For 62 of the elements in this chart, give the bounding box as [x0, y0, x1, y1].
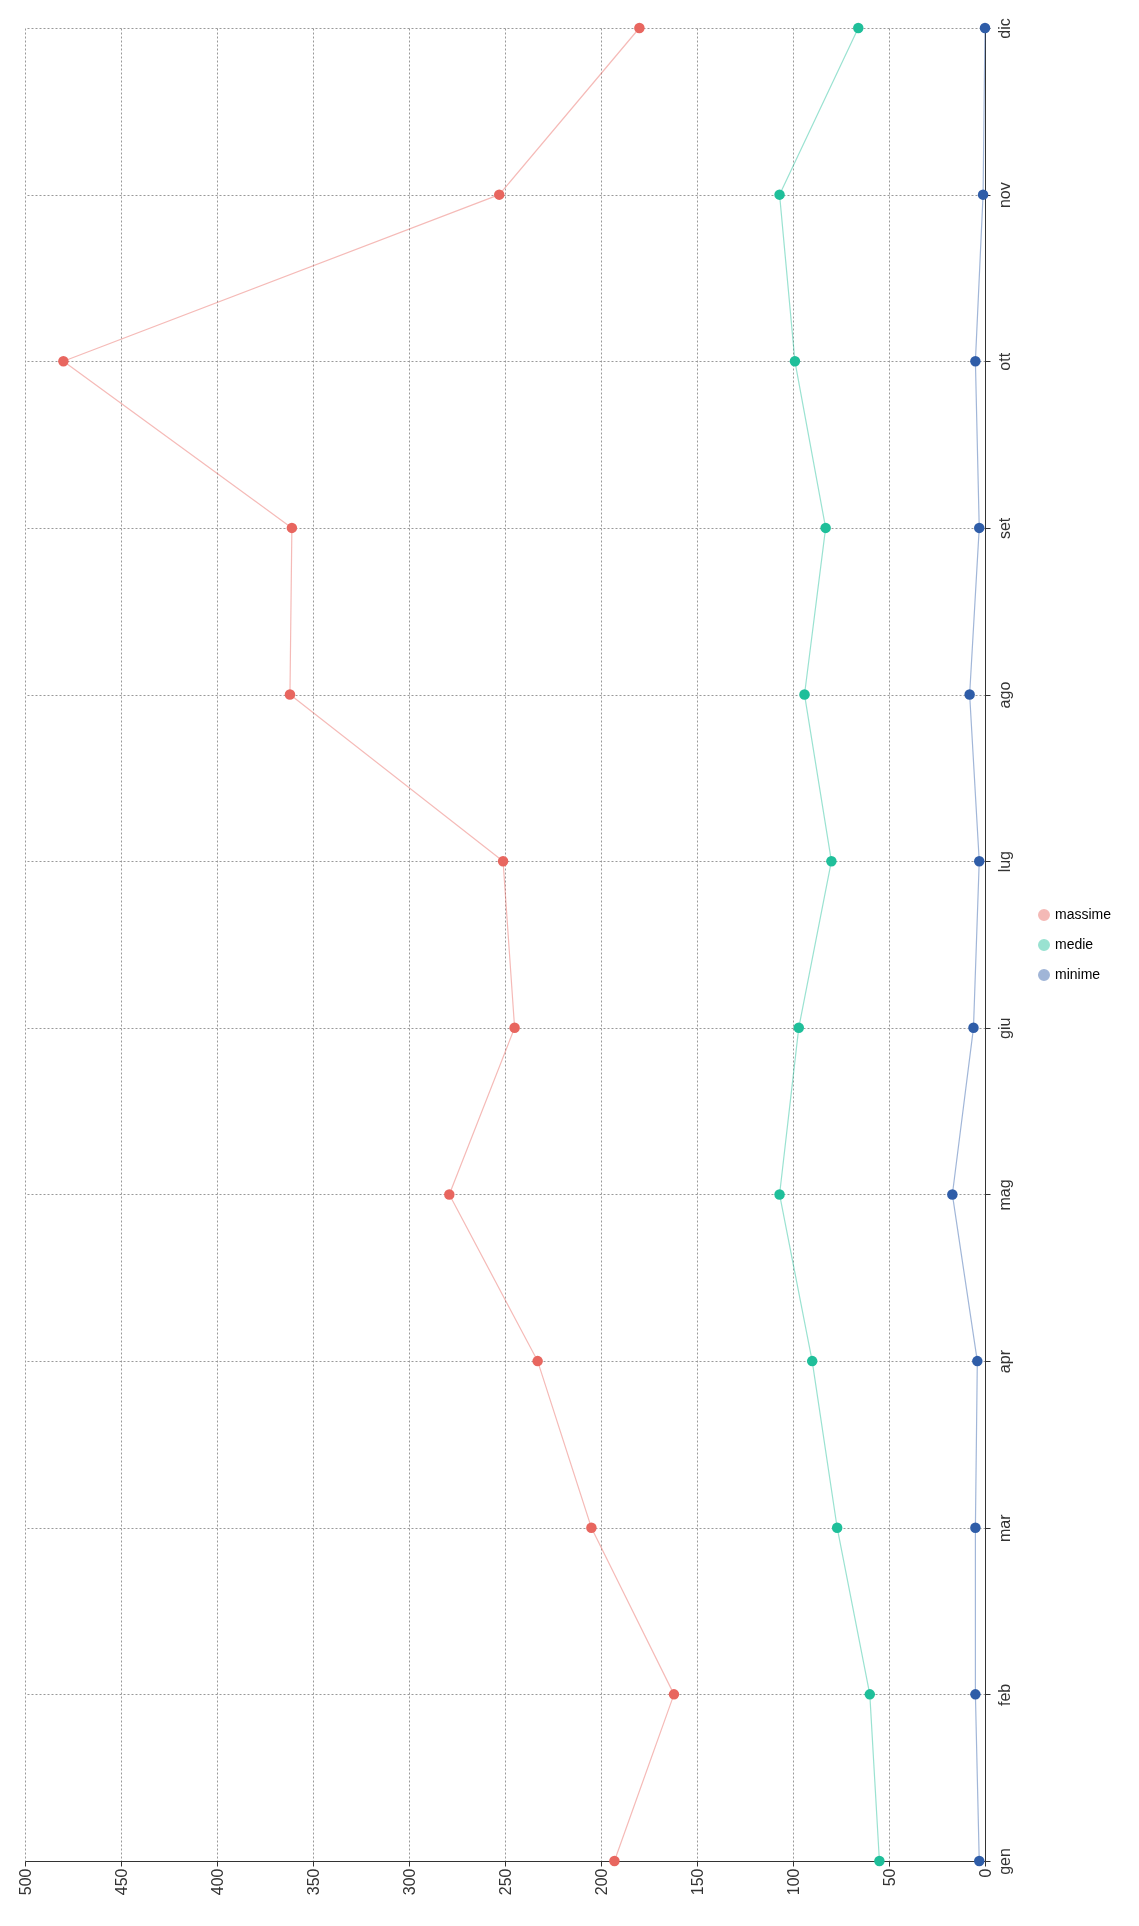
y-tick-label: nov	[995, 182, 1013, 209]
point	[968, 1022, 979, 1034]
point	[974, 855, 985, 867]
point	[286, 522, 298, 534]
point	[494, 189, 505, 200]
point	[806, 1355, 818, 1367]
y-tick-label: apr	[995, 1349, 1013, 1374]
point	[970, 356, 981, 367]
point	[774, 1189, 785, 1200]
x-tick-label: 450	[112, 1868, 130, 1896]
x-tick-label: 50	[880, 1868, 898, 1887]
point	[793, 1022, 804, 1034]
point	[509, 1022, 520, 1034]
x-tick-label: 100	[784, 1868, 802, 1896]
x-tick-label: 150	[688, 1868, 706, 1896]
legend-label: minime	[1055, 966, 1101, 982]
point	[977, 189, 989, 200]
point	[972, 1355, 983, 1367]
x-tick-label: 200	[592, 1868, 610, 1896]
y-tick-label: feb	[995, 1683, 1013, 1706]
point	[853, 22, 864, 34]
x-tick-label: 250	[496, 1868, 514, 1896]
point	[668, 1689, 680, 1700]
point	[609, 1855, 620, 1867]
point	[58, 356, 69, 367]
y-tick-label: giu	[995, 1017, 1013, 1039]
point	[974, 522, 985, 534]
point	[970, 1522, 981, 1533]
point	[820, 522, 831, 534]
point	[586, 1522, 597, 1533]
x-tick-label: 400	[208, 1868, 226, 1896]
x-tick-label: 300	[400, 1868, 418, 1896]
point	[979, 22, 991, 34]
point	[799, 689, 810, 700]
x-tick-label: 350	[304, 1868, 322, 1896]
y-tick-label: set	[995, 517, 1013, 540]
x-tick-label: 0	[976, 1868, 994, 1878]
point	[964, 689, 975, 700]
point	[974, 1855, 985, 1867]
y-tick-label: mag	[995, 1179, 1013, 1211]
point	[789, 356, 801, 367]
point	[874, 1855, 885, 1867]
point	[970, 1689, 981, 1700]
y-tick-label: dic	[995, 18, 1013, 39]
point	[532, 1355, 543, 1367]
point	[831, 1522, 843, 1533]
x-tick-label: 500	[16, 1868, 34, 1896]
point	[497, 855, 509, 867]
point	[444, 1189, 455, 1200]
y-tick-label: mar	[995, 1513, 1013, 1543]
y-tick-label: lug	[995, 851, 1013, 873]
legend-label: massime	[1055, 906, 1112, 922]
point	[947, 1189, 958, 1200]
point	[826, 855, 837, 867]
point	[774, 189, 785, 200]
point	[634, 22, 645, 34]
legend-label: medie	[1055, 936, 1094, 952]
point	[864, 1689, 876, 1700]
y-tick-label: ago	[995, 681, 1013, 709]
point	[284, 689, 296, 700]
y-tick-label: gen	[995, 1848, 1013, 1875]
y-tick-label: ott	[995, 352, 1013, 371]
